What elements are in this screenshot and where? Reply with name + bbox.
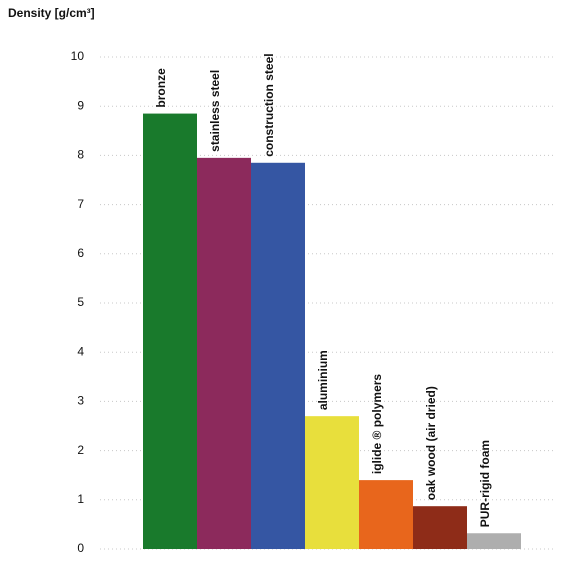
bar — [359, 480, 413, 549]
y-tick-label: 5 — [77, 295, 84, 309]
bar — [467, 533, 521, 549]
category-label: PUR-rigid foam — [478, 440, 492, 527]
y-tick-label: 0 — [77, 541, 84, 555]
y-tick-label: 7 — [77, 197, 84, 211]
y-tick-label: 10 — [71, 49, 85, 63]
bar — [305, 416, 359, 549]
y-tick-label: 8 — [77, 148, 84, 162]
y-tick-label: 1 — [77, 492, 84, 506]
bar — [143, 113, 197, 549]
y-tick-label: 9 — [77, 98, 84, 112]
y-tick-label: 2 — [77, 443, 84, 457]
bar — [251, 162, 305, 549]
category-label: aluminium — [316, 350, 330, 410]
y-tick-label: 4 — [77, 344, 84, 358]
category-label: construction steel — [262, 53, 276, 156]
category-label: stainless steel — [208, 70, 222, 152]
y-tick-label: 6 — [77, 246, 84, 260]
category-label: iglide ® polymers — [370, 374, 384, 475]
category-label: oak wood (air dried) — [424, 386, 438, 500]
y-tick-label: 3 — [77, 394, 84, 408]
chart-title: Density [g/cm³] — [8, 6, 95, 20]
bar — [197, 157, 251, 550]
bar — [413, 506, 467, 549]
category-label: bronze — [154, 68, 168, 108]
